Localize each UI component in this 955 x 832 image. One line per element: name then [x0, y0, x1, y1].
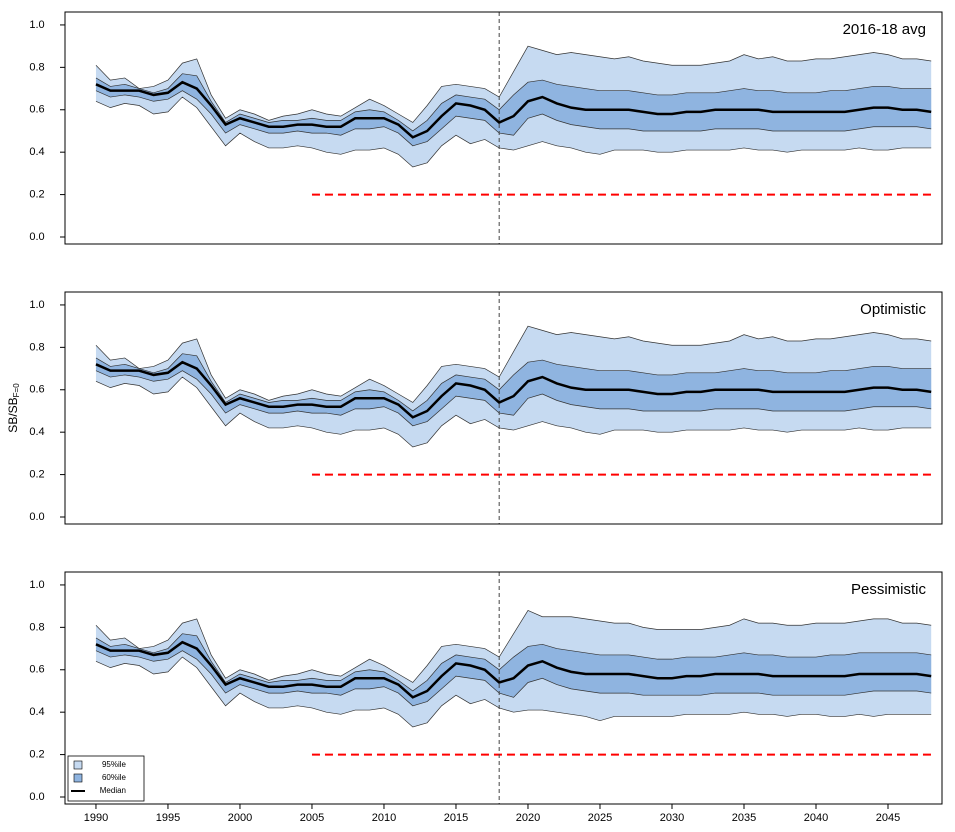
legend-label: 60%ile: [102, 773, 127, 782]
y-tick-label: 0.2: [29, 188, 44, 200]
band-edge: [95, 90, 932, 147]
x-tick-label: 2005: [300, 812, 324, 824]
y-tick-label: 0.8: [29, 621, 44, 633]
panel-title: Optimistic: [860, 301, 926, 318]
interval-band: [95, 633, 932, 706]
y-tick-label: 0.4: [29, 706, 44, 718]
band-edge: [95, 45, 932, 123]
panel: 0.0 0.2 0.4 0.6 0.8 1.0 2016-18 avg: [29, 11, 943, 245]
band-edge: [95, 96, 932, 168]
y-tick-label: 0.0: [29, 791, 44, 803]
median-line: [95, 360, 932, 419]
y-tick-label: 1.0: [29, 299, 44, 311]
x-tick-label: 2030: [660, 812, 684, 824]
band-edge: [95, 633, 932, 692]
x-tick-label: 2045: [876, 812, 900, 824]
x-tick-label: 1995: [156, 812, 180, 824]
band-edge: [95, 370, 932, 427]
y-tick-label: 0.8: [29, 61, 44, 73]
panel-title: Pessimistic: [851, 581, 927, 598]
y-tick-label: 0.0: [29, 231, 44, 243]
y-tick-label: 0.6: [29, 664, 44, 676]
y-tick-label: 0.8: [29, 341, 44, 353]
panel: 0.0 0.2 0.4 0.6 0.8 1.0 Optimistic SB/SBF=0: [6, 291, 943, 525]
band-edge: [95, 353, 932, 412]
median-line: [95, 640, 932, 699]
y-tick-label: 0.6: [29, 384, 44, 396]
x-tick-label: 2010: [372, 812, 396, 824]
y-axis-label-sub: F=0: [12, 383, 21, 398]
x-tick-label: 2020: [516, 812, 540, 824]
y-tick-label: 0.4: [29, 146, 44, 158]
median-line: [95, 80, 932, 139]
y-tick-label: 0.4: [29, 426, 44, 438]
plot-frame: [64, 291, 943, 525]
y-axis-label-main: SB/SB: [6, 397, 20, 432]
legend-label: 95%ile: [102, 760, 127, 769]
panel: 0.0 0.2 0.4 0.6 0.8 1.0 1990 1995 2000 2005 2010 20…: [29, 571, 943, 824]
y-tick-label: 1.0: [29, 19, 44, 31]
x-tick-label: 1990: [84, 812, 108, 824]
x-tick-label: 2035: [732, 812, 756, 824]
y-tick-label: 0.2: [29, 468, 44, 480]
legend-label: Median: [100, 786, 126, 795]
band-edge: [95, 325, 932, 403]
band-edge: [95, 73, 932, 132]
y-tick-label: 0.0: [29, 511, 44, 523]
band-edge: [95, 650, 932, 707]
panel-title: 2016-18 avg: [843, 21, 926, 38]
y-tick-label: 0.6: [29, 104, 44, 116]
band-edge: [95, 656, 932, 728]
y-tick-label: 0.2: [29, 748, 44, 760]
y-tick-label: 1.0: [29, 579, 44, 591]
plot-frame: [64, 571, 943, 805]
y-axis-label: SB/SBF=0: [6, 383, 21, 433]
legend-swatch: [73, 773, 83, 783]
x-tick-label: 2015: [444, 812, 468, 824]
plot-frame: [64, 11, 943, 245]
x-tick-label: 2040: [804, 812, 828, 824]
band-edge: [95, 376, 932, 448]
legend: 95%ile 60%ile Median: [67, 755, 145, 802]
x-tick-label: 2000: [228, 812, 252, 824]
x-tick-label: 2025: [588, 812, 612, 824]
legend-swatch: [73, 760, 83, 770]
band-edge: [95, 609, 932, 683]
